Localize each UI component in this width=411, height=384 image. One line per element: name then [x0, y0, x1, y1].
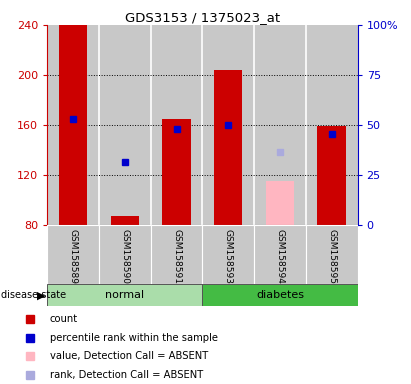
- Text: diabetes: diabetes: [256, 290, 304, 300]
- Bar: [99, 25, 151, 225]
- Bar: [47, 25, 99, 225]
- Bar: [266, 181, 294, 225]
- Bar: [306, 225, 358, 284]
- Bar: [151, 25, 203, 225]
- Text: GSM158593: GSM158593: [224, 229, 233, 285]
- Text: GSM158594: GSM158594: [275, 229, 284, 284]
- Text: GSM158589: GSM158589: [69, 229, 78, 285]
- Bar: [254, 25, 306, 225]
- Text: normal: normal: [105, 290, 144, 300]
- Text: ▶: ▶: [37, 290, 46, 300]
- Bar: [214, 70, 242, 225]
- Bar: [202, 25, 254, 225]
- Bar: [306, 25, 358, 225]
- Title: GDS3153 / 1375023_at: GDS3153 / 1375023_at: [125, 11, 280, 24]
- Bar: [254, 225, 306, 284]
- Bar: [317, 126, 346, 225]
- Bar: [47, 284, 203, 306]
- Text: GSM158591: GSM158591: [172, 229, 181, 285]
- Bar: [202, 225, 254, 284]
- Bar: [47, 225, 99, 284]
- Bar: [162, 119, 191, 225]
- Bar: [111, 216, 139, 225]
- Text: GSM158590: GSM158590: [120, 229, 129, 285]
- Text: rank, Detection Call = ABSENT: rank, Detection Call = ABSENT: [50, 370, 203, 380]
- Bar: [59, 25, 88, 225]
- Bar: [99, 225, 151, 284]
- Text: value, Detection Call = ABSENT: value, Detection Call = ABSENT: [50, 351, 208, 361]
- Bar: [151, 225, 203, 284]
- Text: GSM158595: GSM158595: [327, 229, 336, 285]
- Bar: [202, 284, 358, 306]
- Text: count: count: [50, 314, 78, 324]
- Text: percentile rank within the sample: percentile rank within the sample: [50, 333, 218, 343]
- Text: disease state: disease state: [1, 290, 66, 300]
